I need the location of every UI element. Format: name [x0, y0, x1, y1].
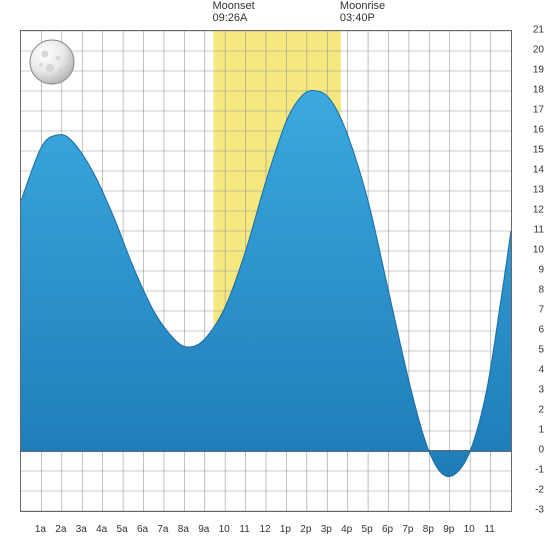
y-tick: 11 — [534, 225, 544, 236]
y-tick: 9 — [538, 265, 544, 276]
x-tick: 3a — [76, 524, 87, 535]
x-tick: 12 — [259, 524, 270, 535]
x-tick: 5a — [117, 524, 128, 535]
x-tick: 6a — [137, 524, 148, 535]
y-tick: 17 — [533, 105, 544, 116]
x-tick: 2a — [55, 524, 66, 535]
moonrise-time: 03:40P — [340, 12, 385, 24]
y-tick: 21 — [533, 25, 544, 36]
y-tick: 19 — [533, 65, 544, 76]
y-tick: 8 — [538, 285, 544, 296]
y-tick: 5 — [538, 345, 544, 356]
moonrise-label: Moonrise 03:40P — [340, 0, 385, 24]
y-tick: 1 — [538, 425, 544, 436]
moon-icon — [28, 38, 76, 86]
moonrise-title: Moonrise — [340, 0, 385, 12]
y-tick: 7 — [538, 305, 544, 316]
y-tick: 15 — [533, 145, 544, 156]
y-tick: 12 — [533, 205, 544, 216]
y-axis: -3-2-10123456789101112131415161718192021 — [524, 30, 544, 510]
plot-area — [20, 30, 512, 512]
y-tick: -2 — [535, 485, 544, 496]
y-tick: -3 — [535, 505, 544, 516]
x-tick: 1p — [280, 524, 291, 535]
y-tick: 14 — [533, 165, 544, 176]
moonset-time: 09:26A — [213, 12, 255, 24]
x-tick: 3p — [321, 524, 332, 535]
x-tick: 11 — [239, 524, 249, 535]
x-tick: 4a — [96, 524, 107, 535]
y-tick: 3 — [538, 385, 544, 396]
y-tick: 4 — [538, 365, 544, 376]
x-tick: 10 — [464, 524, 475, 535]
y-tick: 0 — [538, 445, 544, 456]
y-tick: 13 — [533, 185, 544, 196]
y-tick: -1 — [535, 465, 544, 476]
x-tick: 9p — [443, 524, 454, 535]
x-tick: 11 — [484, 524, 494, 535]
x-tick: 7a — [157, 524, 168, 535]
moonset-title: Moonset — [213, 0, 255, 12]
x-axis: 1a 2a 3a 4a 5a 6a 7a 8a 9a 10 11 12 1p 2p 3p 4p 5p 6p 7p 8p… — [20, 524, 510, 540]
x-tick: 10 — [219, 524, 230, 535]
x-tick: 2p — [300, 524, 311, 535]
x-tick: 6p — [382, 524, 393, 535]
x-tick: 5p — [362, 524, 373, 535]
x-tick: 1a — [35, 524, 46, 535]
x-tick: 4p — [341, 524, 352, 535]
y-tick: 2 — [538, 405, 544, 416]
plot-svg — [21, 31, 511, 511]
y-tick: 16 — [533, 125, 544, 136]
y-tick: 20 — [533, 45, 544, 56]
x-tick: 9a — [198, 524, 209, 535]
y-tick: 6 — [538, 325, 544, 336]
y-tick: 10 — [533, 245, 544, 256]
x-tick: 8p — [423, 524, 434, 535]
tide-chart: Moonset 09:26A Moonrise 03:40P — [0, 0, 550, 550]
x-tick: 7p — [402, 524, 413, 535]
moonset-label: Moonset 09:26A — [213, 0, 255, 24]
header-labels: Moonset 09:26A Moonrise 03:40P — [0, 0, 550, 30]
y-tick: 18 — [533, 85, 544, 96]
x-tick: 8a — [178, 524, 189, 535]
